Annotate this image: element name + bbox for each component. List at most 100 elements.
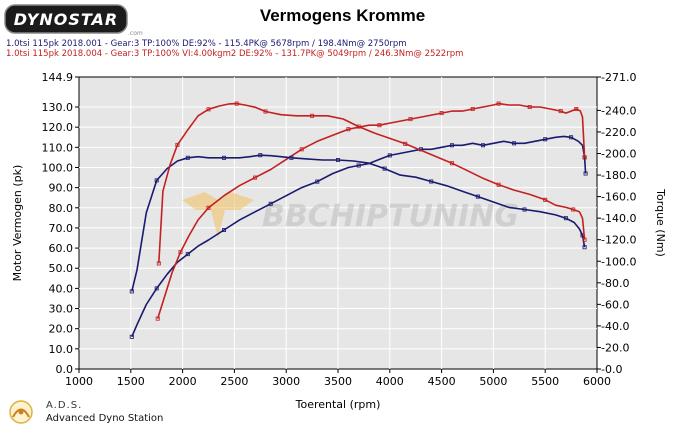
x-axis: 1000 1500 2000 2500 3000 3500 4000 4500 5000 5500…: [65, 369, 611, 388]
y-tick-label: 60.0: [49, 242, 74, 255]
y-tick-label: 100.0: [42, 161, 74, 174]
data-point: [582, 245, 587, 250]
data-point: [449, 143, 454, 148]
data-point: [356, 124, 361, 129]
data-point: [315, 179, 320, 184]
y2-tick-label: -220.0: [601, 126, 636, 139]
page-title: Vermogens Kromme: [259, 6, 426, 25]
data-point: [563, 216, 568, 221]
data-point: [356, 163, 361, 168]
data-point: [263, 109, 268, 114]
power-tuned-line: [156, 102, 586, 319]
data-point: [429, 179, 434, 184]
data-point: [582, 155, 587, 160]
y2-tick-label: -140.0: [601, 212, 636, 225]
data-point: [178, 250, 183, 255]
y-tick-label: 30.0: [49, 303, 74, 316]
data-point: [154, 286, 159, 291]
data-point: [221, 227, 226, 232]
x-tick-label: 2000: [169, 375, 197, 388]
x-tick-label: 1500: [117, 375, 145, 388]
y2-tick-label: -160.0: [601, 191, 636, 204]
series-group: [129, 101, 588, 339]
data-point: [583, 171, 588, 176]
run-line-stock: 1.0tsi 115pk 2018.001 - Gear:3 TP:100% D…: [6, 39, 407, 49]
data-point: [185, 155, 190, 160]
data-point: [382, 166, 387, 171]
x-tick-label: 5500: [531, 375, 559, 388]
ads-description: Advanced Dyno Station: [46, 413, 164, 424]
watermark: BBCHIPTUNING: [182, 192, 519, 238]
y-tick-label: 70.0: [49, 222, 74, 235]
torque-tuned-line: [158, 102, 586, 264]
y-axis-left: 0.0 10.0 20.0 30.0 40.0 50.0 60.0 70.0 80.0 90.0 1…: [42, 71, 79, 376]
grid: [79, 77, 597, 369]
y2-tick-label: -40.0: [601, 320, 629, 333]
dynostar-logo: DYNOSTAR: [4, 4, 128, 34]
data-point: [234, 101, 239, 106]
y-axis-right: -0.0 -20.0 -40.0 -60.0 -80.0 -100.0 -120.0 -140…: [597, 71, 636, 376]
data-point: [268, 201, 273, 206]
data-point: [299, 147, 304, 152]
data-point: [543, 137, 548, 142]
ads-name: A.D.S.: [46, 400, 83, 411]
x-tick-label: 2500: [220, 375, 248, 388]
y-tick-label: 80.0: [49, 202, 74, 215]
data-point: [129, 289, 134, 294]
data-point: [156, 261, 161, 266]
data-point: [408, 117, 413, 122]
data-point: [154, 178, 159, 183]
y-tick-label: 144.9: [42, 71, 74, 84]
data-point: [439, 111, 444, 116]
data-point: [558, 109, 563, 114]
watermark-wings-icon: [182, 192, 254, 238]
data-point: [253, 175, 258, 180]
logo-text: DYNOSTAR: [14, 10, 119, 29]
data-point: [387, 153, 392, 158]
data-point: [574, 107, 579, 112]
logo-suffix: .com: [128, 30, 143, 37]
data-point: [512, 141, 517, 146]
x-tick-label: 4500: [428, 375, 456, 388]
data-point: [522, 207, 527, 212]
data-point: [543, 197, 548, 202]
data-point: [582, 237, 587, 242]
y2-tick-label: -240.0: [601, 104, 636, 117]
data-point: [527, 105, 532, 110]
y-axis-label: Motor Vermogen (pk): [11, 165, 24, 282]
run-line-tuned: 1.0tsi 115pk 2018.004 - Gear:3 TP:100% V…: [6, 49, 464, 59]
data-point: [155, 316, 160, 321]
x-axis-label: Toerental (rpm): [295, 398, 381, 411]
data-point: [569, 135, 574, 140]
y2-tick-label: -200.0: [601, 148, 636, 161]
data-point: [571, 207, 576, 212]
y-tick-label: 110.0: [42, 141, 74, 154]
data-point: [496, 101, 501, 106]
y-tick-label: 90.0: [49, 182, 74, 195]
y2-axis-label: Torque (Nm): [654, 188, 667, 257]
ads-logo-icon: [9, 400, 33, 424]
x-tick-label: 6000: [583, 375, 611, 388]
data-point: [496, 182, 501, 187]
data-point: [475, 194, 480, 199]
data-point: [377, 123, 382, 128]
data-point: [175, 142, 180, 147]
x-tick-label: 3000: [272, 375, 300, 388]
data-point: [221, 155, 226, 160]
y-tick-label: 10.0: [49, 343, 74, 356]
y-tick-label: 120.0: [42, 121, 74, 134]
x-tick-label: 1000: [65, 375, 93, 388]
data-point: [403, 141, 408, 146]
y2-tick-label: -180.0: [601, 169, 636, 182]
y-tick-label: 0.0: [56, 363, 74, 376]
y2-tick-label: -60.0: [601, 298, 629, 311]
data-point: [129, 334, 134, 339]
data-point: [335, 157, 340, 162]
y2-tick-label: -80.0: [601, 277, 629, 290]
y2-tick-label: -0.0: [601, 363, 622, 376]
y2-tick-label: -20.0: [601, 341, 629, 354]
data-point: [206, 107, 211, 112]
y2-tick-label: -100.0: [601, 255, 636, 268]
y-tick-label: 130.0: [42, 101, 74, 114]
